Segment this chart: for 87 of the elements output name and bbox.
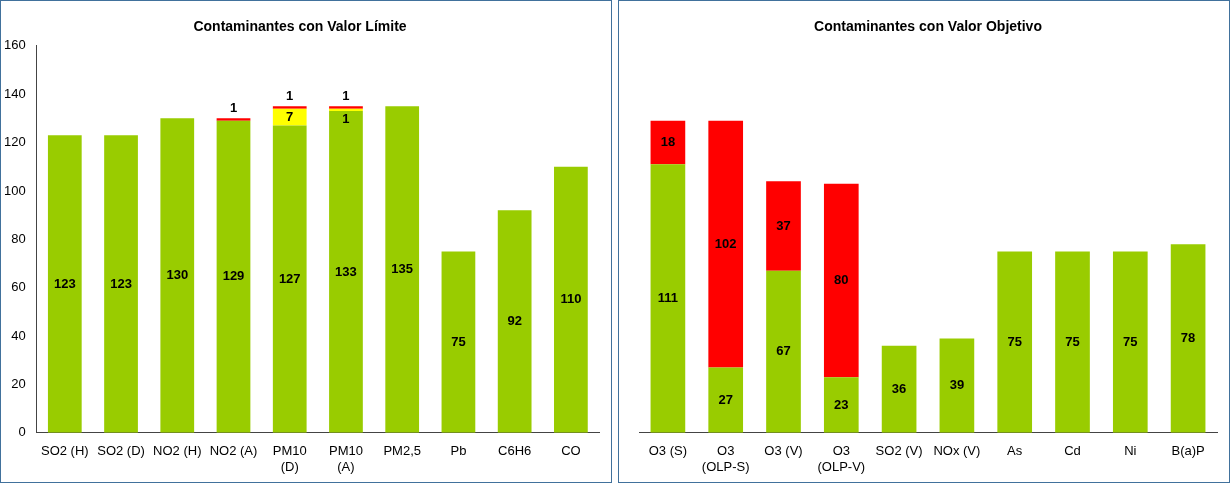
x-tick-label: O3 (OLP-V) bbox=[817, 443, 866, 474]
x-tick-label: Ni bbox=[1124, 443, 1137, 459]
data-label: 37 bbox=[776, 217, 791, 233]
bar bbox=[650, 120, 686, 165]
data-label: 27 bbox=[718, 391, 733, 407]
bar bbox=[823, 377, 859, 433]
bar bbox=[708, 120, 744, 368]
data-label: 1 bbox=[229, 100, 238, 116]
data-label: 1 bbox=[342, 111, 350, 127]
y-tick-label: 0 bbox=[18, 424, 26, 440]
chart-title: Contaminantes con Valor Objetivo bbox=[814, 18, 1042, 35]
bar bbox=[650, 164, 686, 433]
bar bbox=[497, 210, 532, 433]
y-tick-label: 120 bbox=[3, 134, 26, 150]
x-tick-label: SO2 (D) bbox=[97, 443, 145, 459]
data-label: 80 bbox=[834, 272, 849, 287]
bar bbox=[766, 270, 801, 433]
x-tick-label: PM2,5 bbox=[383, 443, 421, 459]
bar bbox=[766, 181, 801, 271]
x-tick-label: Cd bbox=[1064, 443, 1081, 459]
x-tick-label: C6H6 bbox=[498, 443, 532, 459]
x-tick-label: NO2 (A) bbox=[209, 443, 258, 459]
data-label: 129 bbox=[222, 268, 245, 284]
data-label: 75 bbox=[1007, 333, 1022, 349]
data-label: 67 bbox=[776, 343, 791, 359]
data-label: 18 bbox=[660, 134, 676, 150]
x-tick-label: PM10 (A) bbox=[328, 443, 363, 474]
data-label: 39 bbox=[949, 377, 965, 393]
x-tick-label: NOx (V) bbox=[933, 443, 981, 459]
bar bbox=[997, 251, 1033, 433]
x-tick-label: NO2 (H) bbox=[153, 443, 202, 459]
bar bbox=[272, 106, 307, 109]
data-label: 78 bbox=[1180, 330, 1196, 346]
data-label: 123 bbox=[110, 275, 132, 291]
data-label: 123 bbox=[53, 275, 76, 291]
x-tick-label: O3 (S) bbox=[648, 443, 688, 459]
data-label: 1 bbox=[342, 88, 350, 104]
data-label: 75 bbox=[1065, 333, 1080, 349]
y-tick-label: 160 bbox=[3, 37, 26, 53]
data-label: 7 bbox=[286, 108, 294, 124]
bar bbox=[1055, 251, 1090, 433]
bar bbox=[708, 367, 744, 433]
chart-title: Contaminantes con Valor Límite bbox=[193, 18, 407, 35]
x-tick-label: CO bbox=[561, 443, 581, 459]
bar bbox=[1170, 244, 1206, 433]
x-tick-label: SO2 (V) bbox=[875, 443, 923, 459]
x-tick-label: As bbox=[1007, 443, 1023, 459]
data-label: 36 bbox=[891, 380, 907, 396]
bar bbox=[272, 108, 307, 126]
data-label: 130 bbox=[166, 267, 189, 283]
y-tick-label: 40 bbox=[11, 327, 26, 343]
bar bbox=[47, 135, 82, 433]
x-tick-label: PM10 (D) bbox=[272, 443, 307, 474]
bar bbox=[216, 118, 251, 121]
bar bbox=[1112, 251, 1148, 433]
data-label: 1 bbox=[286, 88, 294, 104]
data-label: 111 bbox=[657, 290, 679, 306]
y-tick-label: 80 bbox=[11, 230, 26, 246]
y-tick-label: 140 bbox=[3, 85, 26, 101]
bar bbox=[939, 338, 975, 433]
bar bbox=[554, 166, 588, 433]
y-tick-label: 100 bbox=[3, 182, 26, 198]
data-label: 92 bbox=[507, 313, 522, 329]
x-tick-label: O3 (OLP-S) bbox=[701, 443, 750, 474]
data-label: 75 bbox=[451, 333, 466, 349]
data-label: 75 bbox=[1123, 333, 1138, 349]
data-label: 110 bbox=[560, 291, 582, 307]
x-tick-label: Pb bbox=[450, 443, 467, 459]
bar bbox=[272, 125, 307, 433]
x-tick-label: SO2 (H) bbox=[40, 443, 89, 459]
data-label: 133 bbox=[335, 263, 357, 279]
y-tick-label: 60 bbox=[11, 279, 26, 295]
bar bbox=[385, 106, 420, 433]
x-tick-label: O3 (V) bbox=[764, 443, 803, 459]
data-label: 23 bbox=[834, 396, 849, 412]
data-label: 135 bbox=[391, 261, 414, 277]
bar bbox=[216, 120, 251, 433]
bar bbox=[441, 251, 476, 433]
bar bbox=[104, 135, 138, 433]
bar bbox=[160, 118, 195, 433]
x-tick-label: B(a)P bbox=[1171, 443, 1205, 459]
bar bbox=[823, 183, 859, 378]
data-label: 127 bbox=[278, 270, 301, 286]
bar bbox=[881, 345, 917, 433]
data-label: 102 bbox=[714, 235, 737, 251]
bar bbox=[329, 111, 363, 433]
y-tick-label: 20 bbox=[11, 376, 26, 391]
